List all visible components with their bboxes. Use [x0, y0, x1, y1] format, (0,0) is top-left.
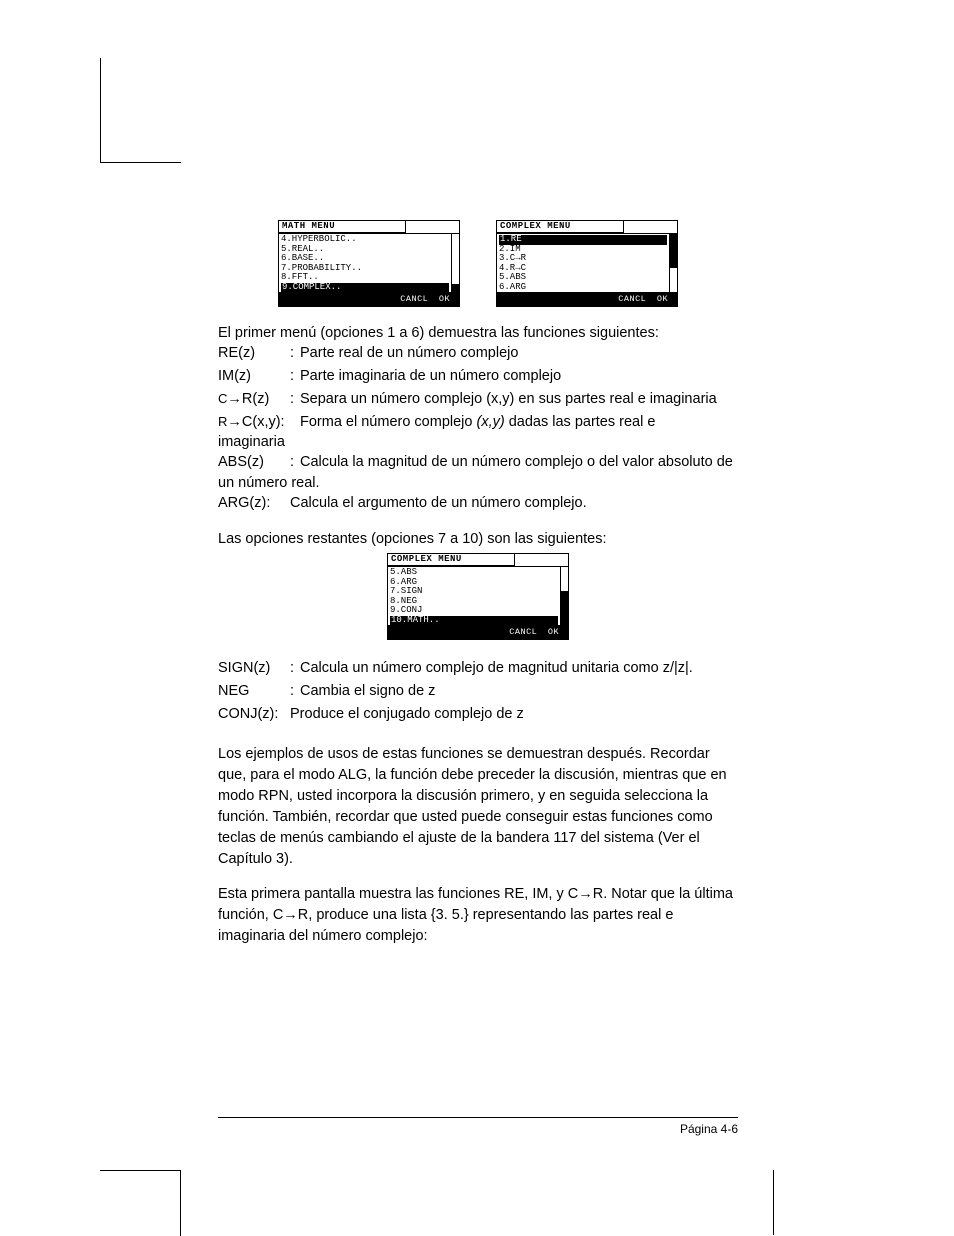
scroll-thumb: [670, 234, 677, 268]
softkey-cancel: CANCL: [400, 293, 430, 306]
def-row: SIGN(z) : Calcula un número complejo de …: [218, 658, 738, 680]
menu-highlight: 1.RE: [499, 235, 667, 244]
def-desc: Calcula la magnitud de un número complej…: [300, 452, 738, 474]
softkey: [418, 626, 448, 639]
def-row: ARG(z): Calcula el argumento de un númer…: [218, 493, 738, 515]
def-sep: :: [290, 681, 300, 703]
paragraph: Las opciones restantes (opciones 7 a 10)…: [218, 531, 738, 547]
softkey: [309, 293, 339, 306]
softkey-ok: OK: [539, 626, 568, 639]
scrollbar: [451, 234, 459, 292]
def-term: RE(z): [218, 343, 290, 365]
softkey: [279, 293, 309, 306]
softkey-cancel: CANCL: [509, 626, 539, 639]
def-term: C→R(z): [218, 389, 290, 411]
calc-screen-complex1: COMPLEX MENU 1.RE2.IM 3.C→R 4.R→C 5.ABS …: [496, 220, 678, 307]
page-footer: Página 4-6: [218, 1117, 738, 1136]
softkey-ok: OK: [430, 293, 459, 306]
calc-screen-complex2: COMPLEX MENU 5.ABS 6.ARG 7.SIGN 8.NEG 9.…: [387, 553, 569, 640]
screen-title: COMPLEX MENU: [497, 221, 624, 233]
def-desc: Forma el número complejo (x,y) dadas las…: [300, 412, 738, 434]
def-cont: un número real.: [218, 475, 738, 491]
crop-mark-tl: [100, 58, 181, 163]
calc-screen-math: MATH MENU 4.HYPERBOLIC.. 5.REAL.. 6.BASE…: [278, 220, 460, 307]
def-desc: Separa un número complejo (x,y) en sus p…: [300, 389, 738, 411]
def-term: IM(z): [218, 366, 290, 388]
softkey-ok: OK: [648, 293, 677, 306]
page-number: Página 4-6: [680, 1122, 738, 1136]
scrollbar: [669, 234, 677, 292]
def-desc: Cambia el signo de z: [300, 681, 738, 703]
crop-mark-bl: [100, 1170, 181, 1236]
def-row: ABS(z) : Calcula la magnitud de un númer…: [218, 452, 738, 474]
softkey-row: CANCL OK: [497, 292, 677, 306]
def-row: R→C(x,y): Forma el número complejo (x,y)…: [218, 412, 738, 434]
def-term: R→C(x,y):: [218, 412, 300, 434]
softkey-row: CANCL OK: [388, 625, 568, 639]
page-content: MATH MENU 4.HYPERBOLIC.. 5.REAL.. 6.BASE…: [218, 220, 738, 961]
def-term: NEG: [218, 681, 290, 703]
softkey-cancel: CANCL: [618, 293, 648, 306]
menu-list: 4.HYPERBOLIC.. 5.REAL.. 6.BASE.. 7.PROBA…: [279, 234, 451, 292]
def-desc: Parte imaginaria de un número complejo: [300, 366, 738, 388]
softkey: [588, 293, 618, 306]
paragraph: El primer menú (opciones 1 a 6) demuestr…: [218, 325, 738, 341]
softkey: [557, 293, 587, 306]
crop-mark-br: [773, 1170, 854, 1235]
screen-title: MATH MENU: [279, 221, 406, 233]
paragraph: Los ejemplos de usos de estas funciones …: [218, 744, 738, 870]
softkey: [339, 293, 369, 306]
softkey: [497, 293, 527, 306]
def-sep: :: [290, 366, 300, 388]
softkey: [479, 626, 509, 639]
def-sep: :: [290, 452, 300, 474]
def-sep: :: [290, 389, 300, 411]
def-row: RE(z) : Parte real de un número complejo: [218, 343, 738, 365]
softkey: [388, 626, 418, 639]
scroll-thumb: [561, 591, 568, 625]
def-sep: :: [290, 658, 300, 680]
def-term: ABS(z): [218, 452, 290, 474]
def-desc: Calcula el argumento de un número comple…: [290, 493, 738, 515]
menu-list: 5.ABS 6.ARG 7.SIGN 8.NEG 9.CONJ 10.MATH.…: [388, 567, 560, 625]
def-sep: :: [290, 343, 300, 365]
menu-highlight: 9.COMPLEX..: [281, 283, 449, 292]
def-row: C→R(z) : Separa un número complejo (x,y)…: [218, 389, 738, 411]
def-desc: Parte real de un número complejo: [300, 343, 738, 365]
def-term: ARG(z):: [218, 493, 290, 515]
scroll-thumb: [452, 284, 459, 292]
def-term: CONJ(z):: [218, 704, 290, 726]
def-row: NEG : Cambia el signo de z: [218, 681, 738, 703]
softkey: [448, 626, 478, 639]
paragraph: Esta primera pantalla muestra las funcio…: [218, 884, 738, 947]
menu-highlight: 10.MATH..: [390, 616, 558, 625]
softkey: [370, 293, 400, 306]
screens-row-top: MATH MENU 4.HYPERBOLIC.. 5.REAL.. 6.BASE…: [218, 220, 738, 307]
def-row: CONJ(z): Produce el conjugado complejo d…: [218, 704, 738, 726]
crop-mark-tr: [774, 58, 854, 162]
softkey: [527, 293, 557, 306]
screen-title: COMPLEX MENU: [388, 554, 515, 566]
def-cont: imaginaria: [218, 434, 738, 450]
def-term: SIGN(z): [218, 658, 290, 680]
scrollbar: [560, 567, 568, 625]
screens-row-mid: COMPLEX MENU 5.ABS 6.ARG 7.SIGN 8.NEG 9.…: [218, 553, 738, 640]
def-desc: Produce el conjugado complejo de z: [290, 704, 738, 726]
softkey-row: CANCL OK: [279, 292, 459, 306]
def-desc: Calcula un número complejo de magnitud u…: [300, 658, 738, 680]
menu-list: 1.RE2.IM 3.C→R 4.R→C 5.ABS 6.ARG: [497, 234, 669, 292]
def-row: IM(z) : Parte imaginaria de un número co…: [218, 366, 738, 388]
